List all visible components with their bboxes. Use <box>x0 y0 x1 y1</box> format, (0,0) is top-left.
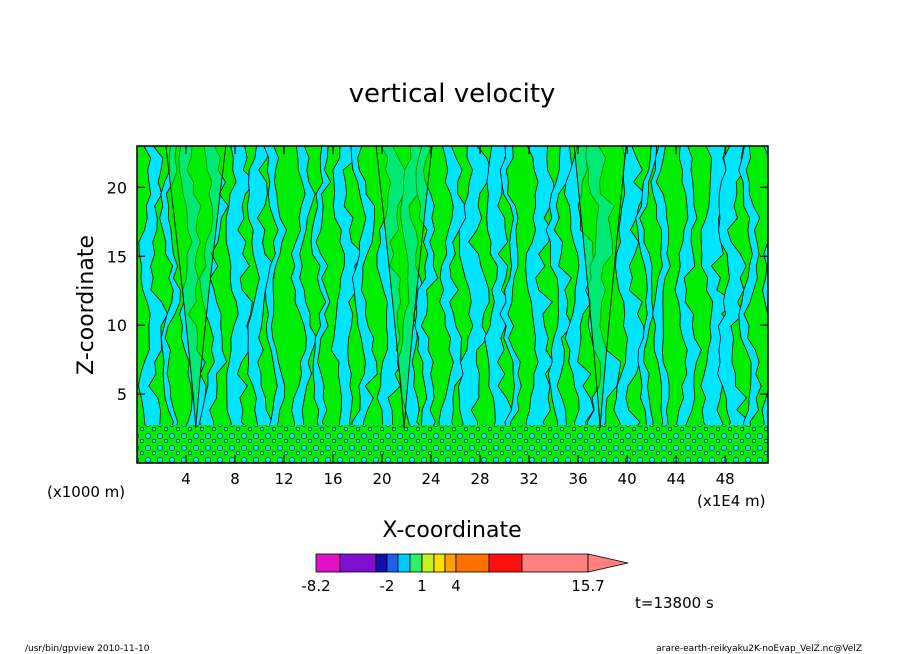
colorbar-tick-label: 15.7 <box>571 577 604 595</box>
colorbar-swatch <box>455 553 490 573</box>
colorbar-tick-label: 1 <box>417 577 427 595</box>
colorbar-swatch <box>521 553 589 573</box>
colorbar-swatch <box>409 553 423 573</box>
x-tick-label: 28 <box>471 470 490 488</box>
x-tick-label: 48 <box>716 470 735 488</box>
colorbar-swatch <box>397 553 411 573</box>
x-tick-label: 20 <box>373 470 392 488</box>
colorbar-swatch <box>488 553 523 573</box>
x-tick-label: 32 <box>520 470 539 488</box>
z-unit-label: (x1000 m) <box>47 483 125 501</box>
x-tick-label: 44 <box>667 470 686 488</box>
x-axis-label: X-coordinate <box>382 518 521 543</box>
x-tick-label: 16 <box>323 470 342 488</box>
plume-cone <box>573 146 627 429</box>
chart-title: vertical velocity <box>349 79 556 109</box>
y-tick-label: 20 <box>107 178 127 197</box>
y-axis-ticks: 5 10 15 20 <box>107 178 768 404</box>
colorbar-swatch <box>433 553 446 573</box>
colorbar <box>315 553 629 573</box>
x-axis-ticks: 4 8 12 16 20 24 28 32 36 40 44 48 <box>181 146 735 488</box>
y-tick-label: 10 <box>107 316 127 335</box>
surface-cells <box>137 425 768 463</box>
x-tick-label: 40 <box>618 470 637 488</box>
colorbar-extend-arrow <box>587 553 629 573</box>
colorbar-tick-label: -8.2 <box>301 577 330 595</box>
plume-contours <box>165 146 627 429</box>
colorbar-swatch <box>315 553 341 573</box>
x-tick-label: 24 <box>422 470 441 488</box>
x-tick-label: 8 <box>230 470 240 488</box>
colorbar-tick-label: 4 <box>451 577 461 595</box>
x-tick-label: 4 <box>181 470 191 488</box>
x-unit-label: (x1E4 m) <box>697 492 766 510</box>
y-tick-label: 15 <box>107 247 127 266</box>
updraft-region <box>761 146 768 435</box>
colorbar-swatch <box>444 553 457 573</box>
time-label: t=13800 s <box>635 594 714 612</box>
colorbar-swatch <box>339 553 377 573</box>
footer-right: arare-earth-reikyaku2K-noEvap_VelZ.nc@Ve… <box>656 644 862 654</box>
colorbar-tick-labels: -8.2 -2 1 4 15.7 <box>301 577 604 595</box>
x-tick-label: 36 <box>569 470 588 488</box>
colorbar-swatch <box>386 553 399 573</box>
colorbar-swatch <box>375 553 388 573</box>
plume-cone <box>375 146 433 429</box>
y-axis-label: Z-coordinate <box>74 235 99 375</box>
footer-left: /usr/bin/gpview 2010-11-10 <box>25 644 150 654</box>
colorbar-tick-label: -2 <box>380 577 395 595</box>
colorbar-swatch <box>421 553 435 573</box>
plume-cone <box>165 146 227 429</box>
y-tick-label: 5 <box>117 385 127 404</box>
plot-frame <box>136 145 769 464</box>
x-tick-label: 12 <box>274 470 293 488</box>
